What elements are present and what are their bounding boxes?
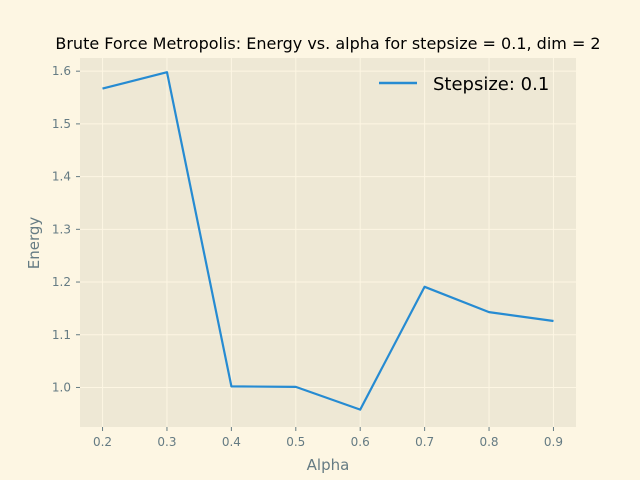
x-tick-label: 0.5 (286, 435, 305, 449)
y-tick-label: 1.4 (52, 170, 71, 184)
x-tick-label: 0.7 (415, 435, 434, 449)
legend: Stepsize: 0.1 (379, 74, 549, 95)
legend-label: Stepsize: 0.1 (433, 74, 549, 95)
series-layer (102, 71, 554, 411)
y-tick-label: 1.3 (52, 222, 71, 236)
series-line (102, 71, 554, 411)
tick-labels: 0.2 0.3 0.4 0.5 0.6 0.7 0.8 0.9 1.0 1.1 1.2 1.3 1.4 1… (52, 64, 563, 449)
x-tick-label: 0.8 (479, 435, 498, 449)
y-tick-label: 1.1 (52, 328, 71, 342)
x-tick-label: 0.2 (93, 435, 112, 449)
y-axis-label: Energy (25, 217, 43, 270)
x-tick-label: 0.6 (351, 435, 370, 449)
y-tick-label: 1.6 (52, 64, 71, 78)
chart-title: Brute Force Metropolis: Energy vs. alpha… (55, 34, 600, 53)
x-tick-label: 0.4 (222, 435, 241, 449)
x-tick-label: 0.3 (157, 435, 176, 449)
y-tick-label: 1.2 (52, 275, 71, 289)
plot-area (80, 58, 576, 427)
x-tick-label: 0.9 (544, 435, 563, 449)
y-tick-label: 1.0 (52, 380, 71, 394)
grid (80, 58, 576, 427)
y-tick-label: 1.5 (52, 117, 71, 131)
x-axis-label: Alpha (307, 456, 350, 474)
